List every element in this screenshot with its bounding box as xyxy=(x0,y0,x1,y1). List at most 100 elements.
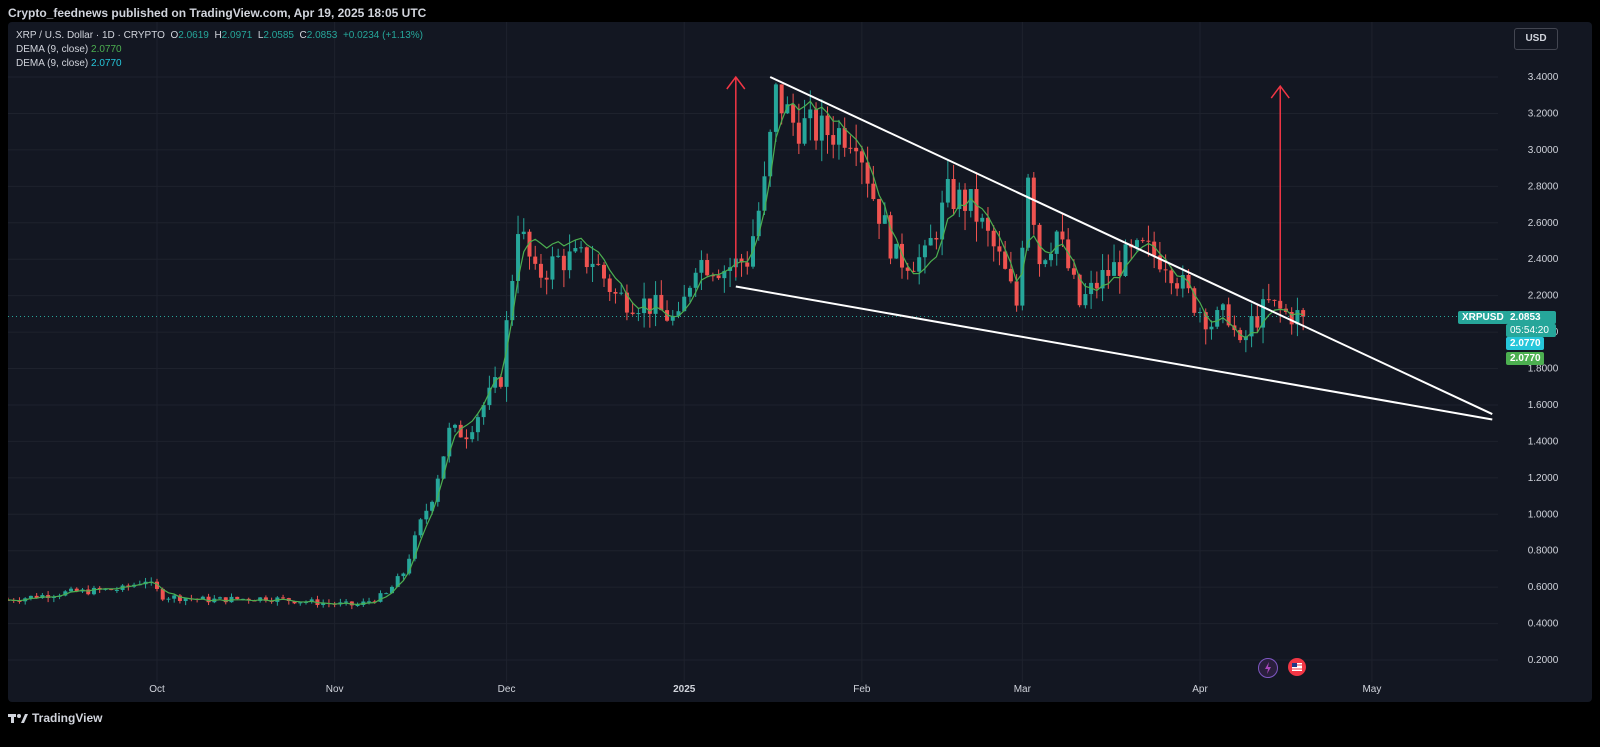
symbol-title[interactable]: XRP / U.S. Dollar · 1D · CRYPTO xyxy=(16,30,165,41)
support-trendline xyxy=(735,285,1493,421)
candle-body xyxy=(590,263,595,268)
candle-body xyxy=(424,510,429,520)
candle-body xyxy=(791,104,796,123)
low-label: L xyxy=(257,30,264,41)
candle-body xyxy=(516,234,521,281)
candle-body xyxy=(510,280,515,321)
us-flag-event-icon[interactable] xyxy=(1288,658,1306,676)
chart-panel[interactable]: 0.2000 0.4000 0.6000 0.8000 1.0000 1.2000 1.40… xyxy=(8,22,1592,702)
candle-body xyxy=(166,598,171,600)
candle-body xyxy=(447,427,452,457)
y-tick-label: 2.4000 xyxy=(1528,254,1559,265)
candle-body xyxy=(493,377,498,388)
candle-body xyxy=(819,115,824,141)
candle-body xyxy=(963,189,968,211)
candle-body xyxy=(223,597,228,603)
candle-body xyxy=(292,600,297,604)
candle-body xyxy=(1123,244,1128,276)
currency-button[interactable]: USD xyxy=(1514,28,1558,50)
candle-body xyxy=(624,292,629,313)
dema1-label: DEMA (9, close) xyxy=(16,44,89,55)
candle-body xyxy=(722,270,727,279)
candle-body xyxy=(464,437,469,440)
candle-body xyxy=(940,202,945,240)
candle-body xyxy=(458,424,463,438)
candle-body xyxy=(739,258,744,263)
dema-legend-2[interactable]: DEMA (9, close) 2.0770 xyxy=(16,58,122,69)
candle-body xyxy=(1003,251,1008,269)
candle-body xyxy=(951,179,956,210)
tradingview-footer[interactable]: TradingView xyxy=(8,711,102,725)
candle-body xyxy=(584,247,589,268)
candle-body xyxy=(659,294,664,311)
price-chart[interactable]: 0.2000 0.4000 0.6000 0.8000 1.0000 1.2000 1.40… xyxy=(8,22,1592,702)
candle-body xyxy=(762,176,767,211)
candle-body xyxy=(1112,262,1117,276)
symbol-price-tag: XRPUSD xyxy=(1458,311,1508,324)
close-label: C xyxy=(299,30,307,41)
candle-body xyxy=(877,199,882,224)
lightning-event-icon[interactable] xyxy=(1258,658,1278,678)
candle-body xyxy=(183,598,188,602)
candle-body xyxy=(91,587,96,595)
candle-body xyxy=(1163,269,1168,271)
candle-body xyxy=(155,581,159,589)
candle-body xyxy=(1026,177,1031,248)
candle-body xyxy=(1157,255,1162,270)
candle-body xyxy=(63,591,68,596)
candle-body xyxy=(985,217,990,231)
candle-body xyxy=(533,256,538,264)
candle-body xyxy=(602,264,606,279)
candle-body xyxy=(1043,260,1048,265)
candle-body xyxy=(1180,275,1185,289)
candle-body xyxy=(321,603,326,606)
candle-body xyxy=(756,210,761,237)
last-price-tag: 2.0853 xyxy=(1506,311,1556,324)
y-tick-label: 3.2000 xyxy=(1528,108,1559,119)
x-tick-label: Apr xyxy=(1192,684,1208,695)
close-value: 2.0853 xyxy=(306,30,338,41)
candle-body xyxy=(871,183,876,200)
candle-body xyxy=(900,243,904,268)
y-tick-label: 1.6000 xyxy=(1528,400,1559,411)
y-tick-label: 1.0000 xyxy=(1528,509,1559,520)
candle-body xyxy=(200,596,205,600)
candle-body xyxy=(836,128,841,145)
dema1-value: 2.0770 xyxy=(91,44,122,55)
candle-body xyxy=(854,147,859,152)
x-tick-label: Feb xyxy=(853,684,871,695)
candle-body xyxy=(17,600,22,602)
candle-body xyxy=(1031,177,1036,225)
candle-body xyxy=(1134,240,1139,248)
candle-body xyxy=(344,601,349,603)
candle-body xyxy=(670,315,675,321)
symbol-legend[interactable]: XRP / U.S. Dollar · 1D · CRYPTO O2.0619 … xyxy=(16,30,423,41)
y-tick-label: 3.0000 xyxy=(1528,145,1559,156)
candle-body xyxy=(206,596,211,603)
candle-body xyxy=(802,118,807,144)
candle-body xyxy=(172,595,177,599)
candle-body xyxy=(475,417,480,433)
candle-body xyxy=(538,263,543,278)
candle-body xyxy=(1198,312,1202,314)
candle-body xyxy=(768,131,773,177)
candle-body xyxy=(773,84,778,132)
candle-body xyxy=(1203,312,1208,330)
x-tick-label: Mar xyxy=(1014,684,1032,695)
candle-body xyxy=(865,162,870,184)
candle-body xyxy=(1083,294,1088,306)
candle-body xyxy=(1077,274,1082,306)
candle-body xyxy=(928,237,933,246)
candle-body xyxy=(309,599,314,602)
candle-body xyxy=(619,292,624,294)
candle-body xyxy=(1049,253,1053,261)
candle-body xyxy=(1266,299,1271,301)
candle-body xyxy=(298,602,303,604)
candle-body xyxy=(86,589,91,595)
candle-body xyxy=(1152,241,1157,256)
change-value: +0.0234 (+1.13%) xyxy=(342,30,423,41)
candle-body xyxy=(934,237,939,240)
dema-legend-1[interactable]: DEMA (9, close) 2.0770 xyxy=(16,44,122,55)
y-tick-label: 2.2000 xyxy=(1528,291,1559,302)
candle-body xyxy=(1037,224,1042,265)
